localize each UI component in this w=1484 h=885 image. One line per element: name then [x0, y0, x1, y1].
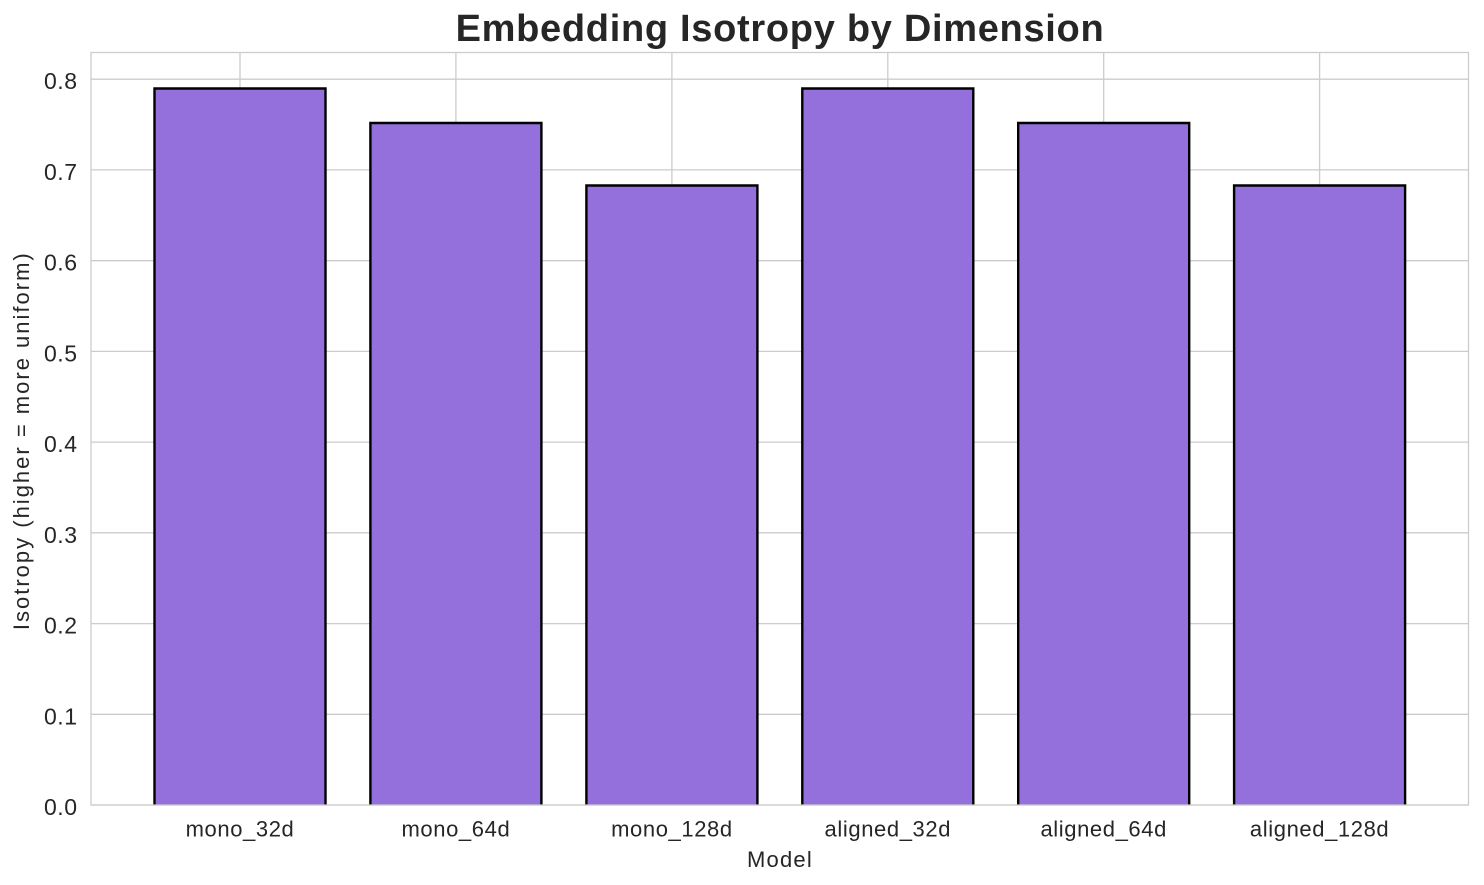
svg-text:Model: Model	[747, 847, 813, 872]
svg-text:aligned_32d: aligned_32d	[825, 817, 952, 842]
svg-text:0.1: 0.1	[44, 703, 77, 729]
svg-text:0.3: 0.3	[44, 522, 77, 548]
svg-text:mono_64d: mono_64d	[402, 817, 511, 842]
svg-text:0.5: 0.5	[44, 340, 77, 366]
svg-text:aligned_64d: aligned_64d	[1040, 817, 1167, 842]
svg-text:Isotropy (higher = more unifor: Isotropy (higher = more uniform)	[9, 251, 34, 630]
svg-text:aligned_128d: aligned_128d	[1250, 817, 1389, 842]
svg-text:0.6: 0.6	[44, 250, 77, 276]
svg-text:0.7: 0.7	[44, 159, 77, 185]
svg-text:mono_128d: mono_128d	[611, 817, 733, 842]
svg-text:0.2: 0.2	[44, 613, 77, 639]
svg-text:0.4: 0.4	[44, 431, 77, 457]
svg-text:mono_32d: mono_32d	[186, 817, 295, 842]
svg-text:0.8: 0.8	[44, 68, 77, 94]
svg-text:0.0: 0.0	[44, 794, 77, 820]
svg-text:Embedding Isotropy by Dimensio: Embedding Isotropy by Dimension	[456, 8, 1105, 50]
